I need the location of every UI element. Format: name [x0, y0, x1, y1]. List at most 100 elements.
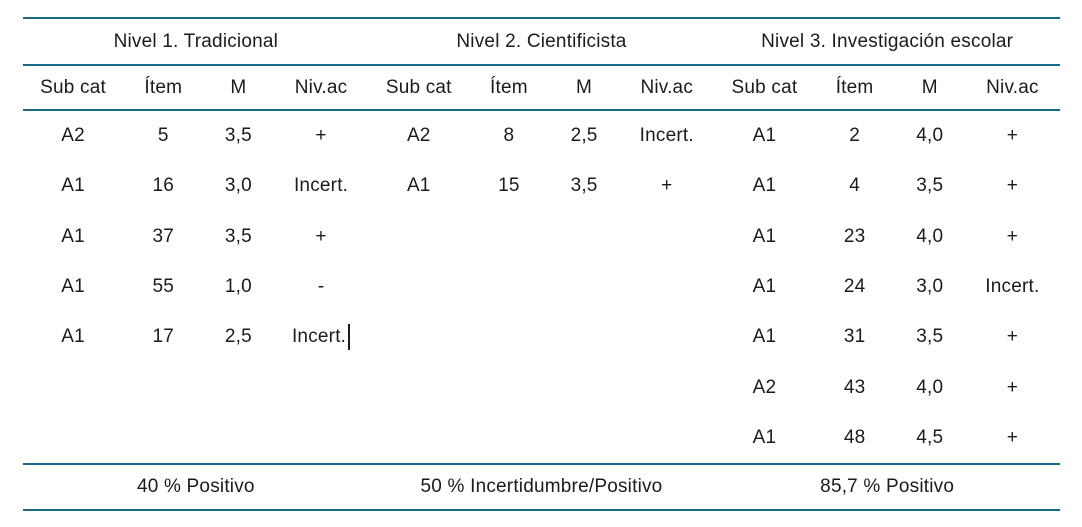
table-cell: 2,5	[570, 125, 598, 147]
group-title-nivel-1: Nivel 1. Tradicional	[113, 30, 279, 52]
table-cell: +	[1006, 125, 1019, 147]
table-cell	[619, 212, 714, 262]
table-cell	[469, 262, 549, 312]
table-cell: 4,0	[916, 376, 944, 398]
results-table: Nivel 1. Tradicional Nivel 2. Cientifici…	[23, 17, 1060, 512]
table-cell: A1	[752, 426, 777, 448]
table-cell: A1	[406, 175, 431, 197]
table-cell: 48	[843, 426, 866, 448]
column-header-m-g3: M	[921, 76, 938, 98]
column-header-nivac-g1: Niv.ac	[294, 76, 348, 98]
table-cell: 43	[843, 376, 866, 398]
table-cell: Incert.	[639, 125, 694, 147]
group-title-nivel-3: Nivel 3. Investigación escolar	[761, 30, 1014, 52]
table-cell	[369, 413, 469, 463]
column-header-m-g1: M	[230, 76, 247, 98]
table-cell: 23	[843, 225, 866, 247]
table-cell: 8	[503, 125, 515, 147]
table-cell	[619, 362, 714, 412]
table-cell: 4	[849, 175, 860, 197]
column-header-nivac-g3: Niv.ac	[986, 76, 1039, 98]
table-cell	[469, 312, 549, 362]
table-cell	[549, 312, 619, 362]
table-cell	[469, 362, 549, 412]
table-cell: +	[1006, 376, 1019, 398]
table-cell: +	[1006, 426, 1019, 448]
table-cell: +	[1006, 225, 1019, 247]
table-cell: 17	[152, 326, 175, 348]
table-cell: 4,5	[916, 426, 944, 448]
table-cell: A1	[752, 125, 777, 147]
summary-nivel-2: 50 % Incertidumbre/Positivo	[420, 476, 663, 498]
table-cell: A1	[752, 225, 777, 247]
summary-row: 40 % Positivo 50 % Incertidumbre/Positiv…	[23, 463, 1060, 512]
table-cell: 3,5	[224, 225, 252, 247]
table-cell: 4,0	[916, 225, 944, 247]
table-cell	[469, 413, 549, 463]
table-cell	[369, 262, 469, 312]
table-cell	[23, 362, 123, 412]
table-cell: +	[1006, 175, 1019, 197]
table-cell: 3,0	[916, 276, 944, 298]
column-header-row: Sub cat Ítem M Niv.ac Sub cat Ítem M Niv…	[23, 66, 1060, 111]
table-cell	[619, 262, 714, 312]
summary-nivel-1: 40 % Positivo	[136, 476, 255, 498]
table-cell	[549, 212, 619, 262]
table-cell	[549, 413, 619, 463]
table-cell	[273, 413, 368, 463]
group-header-row: Nivel 1. Tradicional Nivel 2. Cientifici…	[23, 19, 1060, 66]
table-cell: +	[315, 125, 327, 147]
table-cell: +	[1006, 326, 1019, 348]
column-header-nivac-g2: Niv.ac	[640, 76, 694, 98]
table-cell: 3,0	[224, 175, 252, 197]
table-cell: 2	[849, 125, 860, 147]
table-cell: Incert.	[985, 276, 1040, 298]
table-cell: A1	[752, 175, 777, 197]
column-header-m-g2: M	[576, 76, 593, 98]
table-cell: A1	[61, 175, 85, 197]
table-cell: A1	[61, 225, 85, 247]
table-cell: 37	[152, 225, 175, 247]
table-cell: Incert.	[273, 312, 368, 362]
table-cell: A1	[61, 276, 85, 298]
column-header-item-g1: Ítem	[144, 76, 183, 98]
table-cell: 5	[157, 125, 169, 147]
table-cell: 15	[498, 175, 520, 197]
text-cursor	[348, 324, 351, 351]
table-cell: A2	[752, 376, 777, 398]
table-cell: 3,5	[224, 125, 252, 147]
column-header-subcat-g3: Sub cat	[731, 76, 798, 98]
table-cell: 2,5	[224, 326, 252, 348]
table-cell	[123, 413, 203, 463]
table-cell: 31	[843, 326, 866, 348]
table-cell	[369, 212, 469, 262]
table-cell: 3,5	[916, 326, 944, 348]
table-cell: A2	[406, 125, 431, 147]
table-cell	[273, 362, 368, 412]
table-cell: 1,0	[224, 276, 252, 298]
table-cell	[369, 312, 469, 362]
table-cell	[369, 362, 469, 412]
column-header-item-g3: Ítem	[835, 76, 874, 98]
table-cell	[123, 362, 203, 412]
table-cell: -	[317, 276, 325, 298]
table-cell	[23, 413, 123, 463]
table-cell: 3,5	[916, 175, 944, 197]
table-cell: A1	[752, 276, 777, 298]
column-header-subcat-g2: Sub cat	[385, 76, 452, 98]
table-cell: 16	[152, 175, 175, 197]
table-cell: A1	[752, 326, 777, 348]
table-cell: +	[661, 175, 673, 197]
column-header-item-g2: Ítem	[490, 76, 528, 98]
table-cell: 4,0	[916, 125, 944, 147]
table-body: A2 5 3,5 + A2 8 2,5 Incert. A1 2 4,0 + A1 16 3,0 Incert…	[23, 111, 1060, 463]
column-header-subcat-g1: Sub cat	[40, 76, 107, 98]
table-cell	[203, 413, 273, 463]
table-cell: A1	[61, 326, 85, 348]
group-title-nivel-2: Nivel 2. Cientificista	[456, 30, 627, 52]
summary-nivel-3: 85,7 % Positivo	[820, 476, 955, 498]
table-cell	[203, 362, 273, 412]
table-cell: 3,5	[570, 175, 598, 197]
table-cell: 55	[152, 276, 175, 298]
